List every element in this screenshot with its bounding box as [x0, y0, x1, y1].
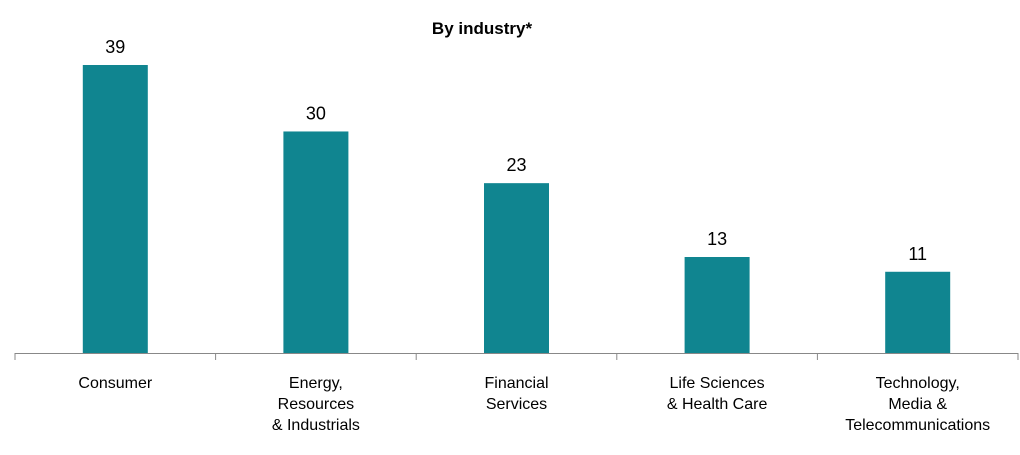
bar — [684, 257, 750, 353]
x-tick-label: Financial Services — [484, 375, 549, 413]
x-tick-label: Consumer — [78, 375, 153, 392]
x-tick-label: Energy, Resources & Industrials — [271, 375, 360, 434]
value-label: 13 — [707, 229, 727, 249]
bar — [283, 131, 349, 353]
bar — [82, 65, 148, 354]
bar — [484, 183, 549, 353]
chart-title: By industry* — [432, 19, 533, 38]
value-label: 30 — [306, 103, 326, 123]
value-label: 11 — [908, 244, 927, 264]
bar — [885, 271, 951, 353]
value-label: 39 — [105, 37, 125, 57]
x-tick-label: Life Sciences & Health Care — [666, 375, 768, 413]
x-tick-label: Technology, Media & Telecommunications — [845, 375, 991, 434]
value-label: 23 — [506, 155, 526, 175]
